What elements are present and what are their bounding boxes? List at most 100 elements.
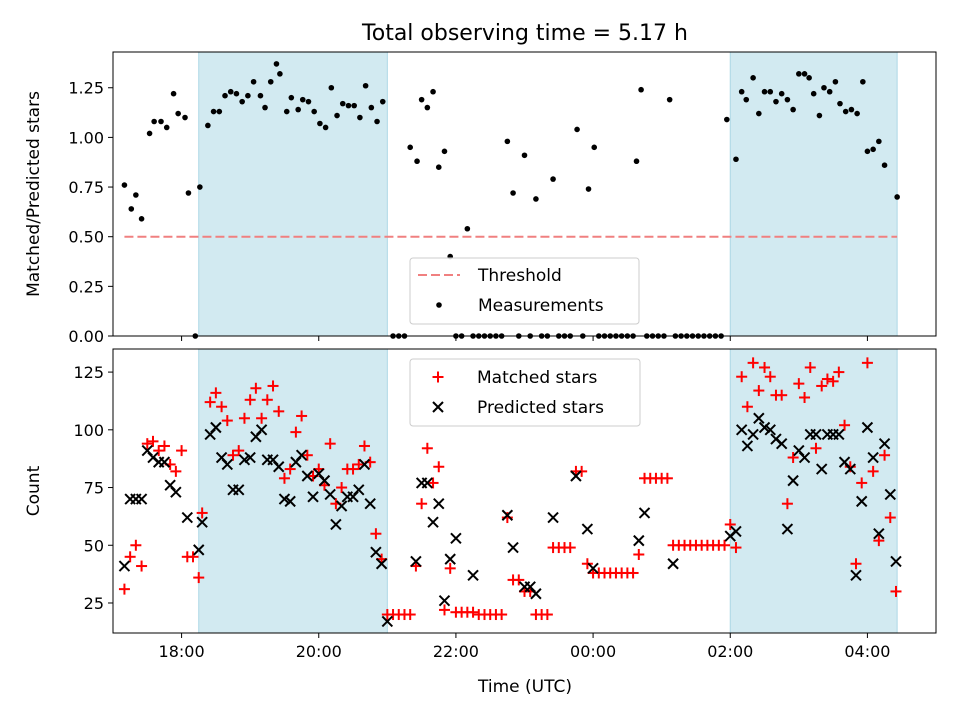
matched-star-point xyxy=(799,391,811,403)
x-tick-label: 00:00 xyxy=(570,642,616,661)
measurement-point xyxy=(311,108,317,115)
measurement-point xyxy=(801,71,808,77)
matched-star-point xyxy=(404,609,416,621)
measurement-point xyxy=(374,118,380,125)
x-tick-label: 20:00 xyxy=(296,642,342,661)
measurement-point xyxy=(205,122,211,129)
y-tick-label: 125 xyxy=(73,363,104,382)
predicted-star-point xyxy=(730,525,742,538)
predicted-star-point xyxy=(193,544,205,556)
matched-star-point xyxy=(233,445,245,457)
matched-star-point xyxy=(290,426,302,438)
measurement-point xyxy=(414,158,420,165)
y-tick-label: 75 xyxy=(84,479,104,498)
measurement-point xyxy=(837,100,843,107)
matched-star-point xyxy=(153,445,165,457)
measurement-point xyxy=(245,92,251,99)
predicted-star-point xyxy=(507,541,519,554)
measurement-point xyxy=(738,88,745,95)
legend-threshold-label: Threshold xyxy=(477,266,562,286)
predicted-star-point xyxy=(747,428,759,441)
matched-star-point xyxy=(501,512,513,524)
matched-star-point xyxy=(833,366,845,378)
matched-star-point xyxy=(433,461,445,473)
matched-star-point xyxy=(284,463,296,475)
measurement-point xyxy=(233,90,240,97)
measurement-point xyxy=(185,190,192,196)
matched-star-point xyxy=(187,551,199,563)
measurement-point xyxy=(464,225,471,232)
measurement-point xyxy=(239,98,245,105)
measurement-point xyxy=(767,88,774,95)
ratio-panel: 0.00 0.25 0.50 0.75 1.00 1.25 Matched/Predict… xyxy=(24,51,937,346)
bottom-shaded-regions xyxy=(198,348,898,634)
matched-star-point xyxy=(810,442,822,454)
count-panel: 25 50 75 100 125 18:00 20:00 22:00 00:00 02:00 04… xyxy=(24,348,937,661)
measurement-point xyxy=(322,124,329,131)
legend-matched-label: Matched stars xyxy=(477,368,597,388)
measurement-point xyxy=(743,96,750,103)
measurement-point xyxy=(435,164,442,170)
top-y-axis-label: Matched/Predicted stars xyxy=(24,91,44,297)
measurement-point xyxy=(424,104,431,111)
predicted-star-point xyxy=(358,458,371,471)
predicted-star-point xyxy=(890,555,902,568)
measurement-point xyxy=(441,148,448,155)
matched-star-point xyxy=(216,401,228,413)
measurement-point xyxy=(724,116,730,123)
predicted-star-point xyxy=(196,516,208,528)
predicted-star-point xyxy=(307,491,319,503)
matched-star-point xyxy=(176,445,188,457)
matched-star-point xyxy=(719,539,731,551)
matched-star-point xyxy=(564,542,576,554)
matched-star-point xyxy=(736,371,748,383)
matched-star-point xyxy=(787,452,799,464)
matched-star-point xyxy=(867,465,879,477)
predicted-star-point xyxy=(530,588,542,600)
matched-star-point xyxy=(633,548,645,560)
measurement-point xyxy=(262,104,268,111)
measurement-point xyxy=(810,90,817,97)
matched-star-point xyxy=(238,412,250,424)
predicted-star-point xyxy=(878,437,891,450)
matched-star-point xyxy=(661,472,673,484)
measurement-point xyxy=(273,61,280,67)
predicted-star-point xyxy=(450,532,462,545)
matched-star-point xyxy=(581,558,593,570)
y-tick-label: 1.00 xyxy=(68,128,104,147)
matched-star-point xyxy=(513,574,525,586)
predicted-star-point xyxy=(427,516,439,528)
x-tick-label: 22:00 xyxy=(433,642,479,661)
y-tick-label: 100 xyxy=(73,421,104,440)
measurement-point xyxy=(666,96,673,103)
measurement-point xyxy=(295,106,301,113)
measurement-point xyxy=(773,98,779,105)
measurement-point xyxy=(128,206,135,212)
measurement-point xyxy=(826,88,833,95)
matched-star-point xyxy=(273,405,285,417)
y-tick-label: 0.25 xyxy=(68,277,104,296)
measurement-point xyxy=(277,71,283,77)
matched-star-point xyxy=(416,498,428,510)
predicted-star-point xyxy=(438,594,451,607)
matched-star-point xyxy=(747,357,759,369)
matched-star-point xyxy=(627,567,639,579)
matched-star-point xyxy=(753,385,765,397)
measurement-point xyxy=(210,108,217,115)
measurement-point xyxy=(796,71,802,77)
legend-measurements-swatch xyxy=(436,302,442,308)
predicted-star-point xyxy=(581,523,594,535)
predicted-star-point xyxy=(638,507,651,519)
matched-star-point xyxy=(776,389,788,401)
predicted-star-point xyxy=(318,474,331,487)
measurement-point xyxy=(216,108,223,115)
measurement-point xyxy=(158,118,164,125)
measurement-point xyxy=(151,118,157,125)
measurement-point xyxy=(288,94,295,101)
predicted-star-point xyxy=(244,451,256,464)
predicted-star-point xyxy=(587,562,599,575)
y-tick-label: 0.75 xyxy=(68,178,104,197)
top-y-ticks: 0.00 0.25 0.50 0.75 1.00 1.25 xyxy=(68,79,113,346)
predicted-star-point xyxy=(135,493,148,505)
counts-layer xyxy=(118,357,902,628)
